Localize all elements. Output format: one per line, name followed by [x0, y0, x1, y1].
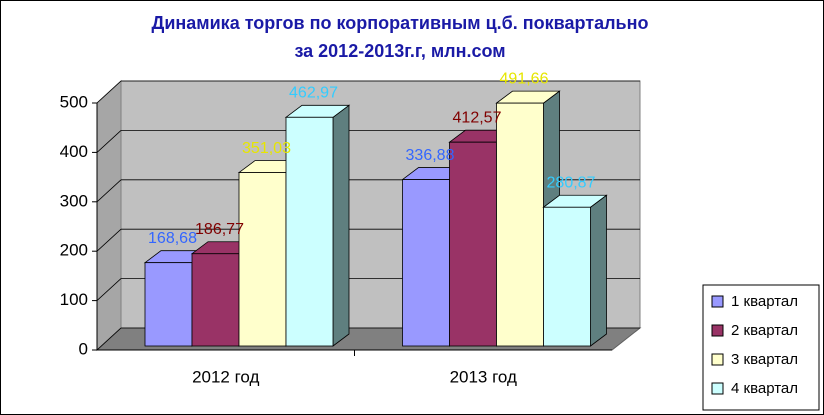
data-label: 351,03 — [242, 140, 291, 157]
bar — [543, 206, 591, 347]
data-label: 280,87 — [547, 174, 596, 191]
x-tick-label: 2012 год — [192, 367, 259, 386]
y-tick-label: 300 — [60, 191, 88, 210]
chart-title: Динамика торгов по корпоративным ц.б. по… — [152, 13, 649, 33]
grid-line — [96, 130, 122, 153]
y-tick-label: 500 — [60, 92, 88, 111]
legend-swatch — [711, 382, 724, 395]
y-tick-label: 100 — [60, 290, 88, 309]
data-label: 412,57 — [453, 109, 502, 126]
x-tick-label: 2013 год — [450, 367, 517, 386]
bar — [191, 253, 240, 347]
y-tick-label: 400 — [60, 142, 88, 161]
legend-swatch — [711, 295, 724, 308]
y-tick-label: 0 — [79, 339, 88, 358]
chart-subtitle: за 2012-2013г.г, млн.сом — [294, 41, 505, 61]
side-wall — [96, 79, 122, 352]
bar — [238, 172, 287, 347]
legend-label: 1 квартал — [731, 293, 798, 310]
grid-line — [96, 228, 122, 252]
legend-label: 3 квартал — [731, 351, 798, 368]
bar — [449, 141, 497, 347]
grid-line — [96, 278, 122, 301]
bar — [496, 102, 544, 347]
legend-label: 2 квартал — [731, 322, 798, 339]
grid-line — [96, 327, 122, 351]
grid-line — [96, 80, 122, 104]
bar-side — [332, 104, 350, 347]
legend-label: 4 квартал — [731, 380, 798, 397]
data-label: 462,97 — [289, 85, 338, 102]
bar — [285, 116, 334, 347]
legend-swatch — [711, 353, 724, 366]
data-label: 168,68 — [148, 230, 197, 247]
bar-side — [590, 194, 607, 347]
data-label: 186,77 — [195, 221, 244, 238]
grid-line — [96, 179, 122, 203]
data-label: 491,66 — [500, 70, 549, 87]
y-tick-label: 200 — [60, 241, 88, 260]
bar — [402, 179, 450, 347]
bar — [144, 262, 193, 347]
data-label: 336,88 — [406, 147, 455, 164]
legend-swatch — [711, 324, 724, 337]
